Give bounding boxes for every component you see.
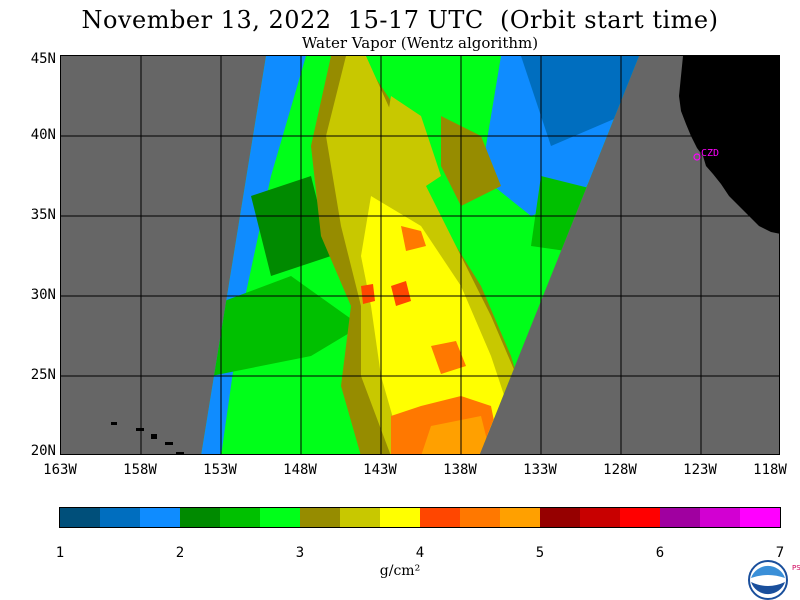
colorbar-segment: [700, 508, 740, 527]
colorbar-segment: [180, 508, 220, 527]
water-vapor-map: CZD: [60, 55, 780, 455]
colorbar-segment: [100, 508, 140, 527]
hawaiian-islands: [111, 422, 184, 454]
lon-label: 148W: [283, 462, 317, 478]
colorbar-units: g/cm²: [379, 563, 421, 579]
map-title: November 13, 2022 15-17 UTC (Orbit start…: [81, 6, 719, 34]
colorbar-segment: [740, 508, 780, 527]
colorbar-segment: [260, 508, 300, 527]
colorbar-segment: [300, 508, 340, 527]
colorbar-segment: [620, 508, 660, 527]
noaa-logo: NOAA: [748, 560, 788, 600]
lat-label: 35N: [30, 207, 56, 223]
colorbar: [59, 507, 781, 528]
lon-label: 138W: [443, 462, 477, 478]
colorbar-tick: 4: [415, 545, 425, 561]
lat-label: 45N: [30, 51, 56, 67]
colorbar-segment: [660, 508, 700, 527]
lon-label: 158W: [123, 462, 157, 478]
lon-label: 143W: [363, 462, 397, 478]
lon-label: 163W: [43, 462, 77, 478]
colorbar-segment: [140, 508, 180, 527]
lat-label: 25N: [30, 367, 56, 383]
lat-lon-grid: [61, 56, 779, 454]
station-marker: [693, 153, 701, 161]
lon-label: 153W: [203, 462, 237, 478]
colorbar-tick: 7: [775, 545, 785, 561]
colorbar-segment: [580, 508, 620, 527]
lat-label: 20N: [30, 443, 56, 459]
lat-label: 40N: [30, 127, 56, 143]
map-canvas: CZD: [61, 56, 779, 454]
colorbar-tick: 2: [175, 545, 185, 561]
colorbar-tick: 5: [535, 545, 545, 561]
lon-label: 133W: [523, 462, 557, 478]
colorbar-segment: [420, 508, 460, 527]
colorbar-segment: [220, 508, 260, 527]
colorbar-segment: [540, 508, 580, 527]
psl-letters: PSL: [792, 564, 800, 572]
lon-label: 123W: [683, 462, 717, 478]
map-subtitle: Water Vapor (Wentz algorithm): [301, 34, 539, 52]
station-label: CZD: [701, 148, 719, 159]
colorbar-segment: [340, 508, 380, 527]
colorbar-segment: [60, 508, 100, 527]
lat-label: 30N: [30, 287, 56, 303]
colorbar-segment: [380, 508, 420, 527]
colorbar-tick: 1: [55, 545, 65, 561]
colorbar-tick: 6: [655, 545, 665, 561]
colorbar-tick: 3: [295, 545, 305, 561]
lon-label: 128W: [603, 462, 637, 478]
land-california: [679, 56, 779, 234]
colorbar-segment: [500, 508, 540, 527]
noaa-logo-text: NOAA: [755, 576, 781, 585]
colorbar-segment: [460, 508, 500, 527]
lon-label: 118W: [753, 462, 787, 478]
